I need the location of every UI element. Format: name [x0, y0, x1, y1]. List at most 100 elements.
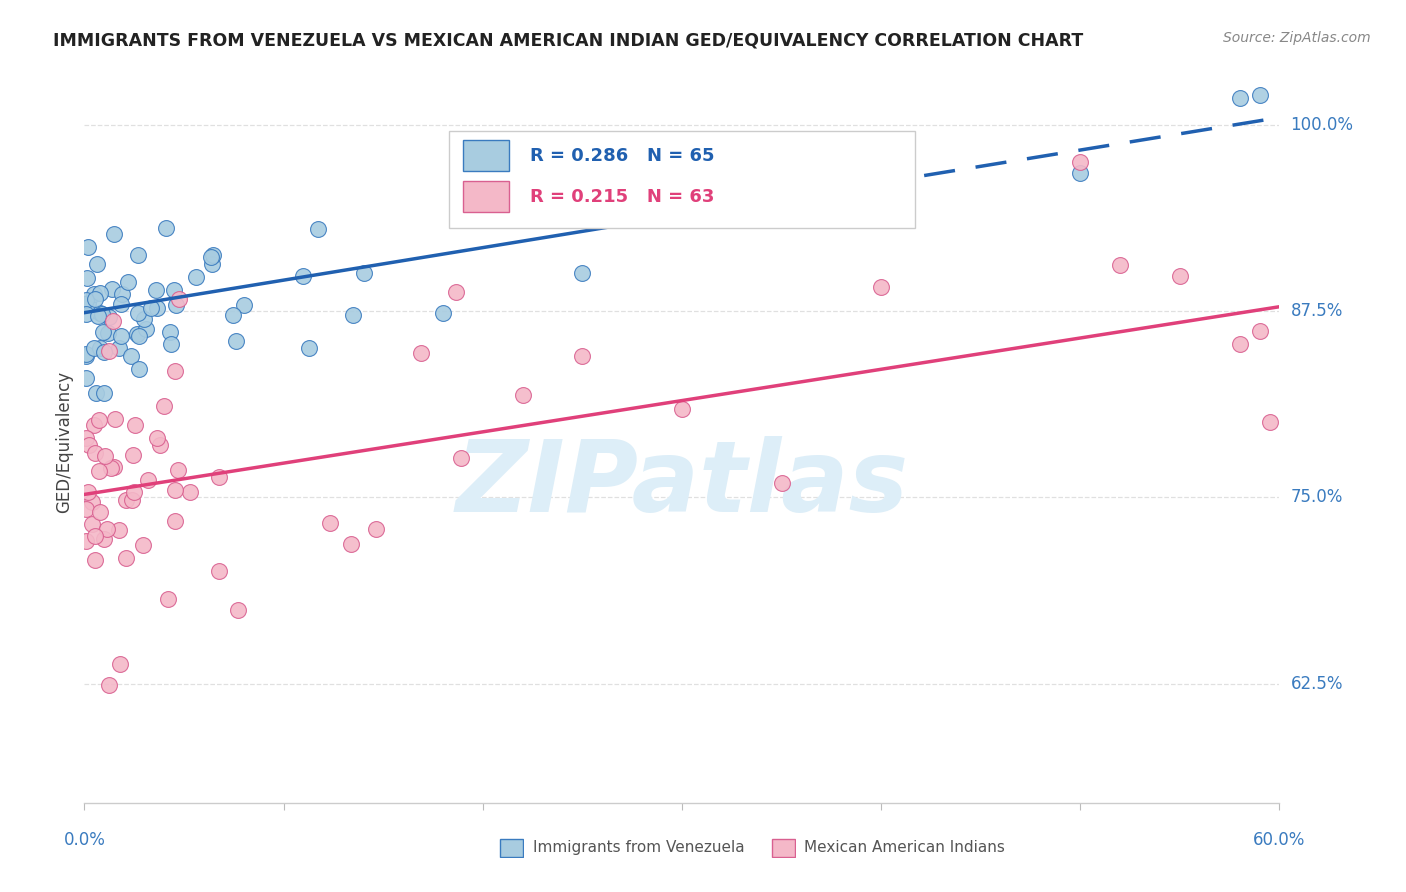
- Point: [671, 402, 693, 417]
- Point: [83, 287, 105, 301]
- Point: [163, 283, 186, 297]
- Point: [89, 306, 111, 320]
- Point: [120, 349, 142, 363]
- Point: [127, 248, 149, 262]
- Point: [80, 516, 103, 531]
- Point: [89, 505, 111, 519]
- Point: [432, 306, 454, 320]
- Point: [1109, 258, 1132, 272]
- Point: [146, 431, 169, 445]
- Point: [208, 564, 231, 578]
- Point: [184, 269, 207, 284]
- Point: [512, 387, 534, 401]
- Point: [1069, 155, 1091, 169]
- Point: [96, 522, 118, 536]
- Point: [153, 399, 176, 413]
- Point: [200, 250, 222, 264]
- Point: [110, 297, 132, 311]
- Point: [307, 222, 329, 236]
- Point: [75, 293, 97, 307]
- Point: [145, 283, 167, 297]
- Point: [75, 349, 97, 363]
- Point: [179, 484, 201, 499]
- Point: [364, 522, 387, 536]
- Point: [101, 314, 124, 328]
- FancyBboxPatch shape: [463, 181, 509, 211]
- Point: [83, 418, 105, 433]
- Point: [163, 364, 186, 378]
- Point: [97, 678, 120, 692]
- Point: [77, 438, 100, 452]
- Point: [163, 483, 186, 497]
- Point: [131, 538, 153, 552]
- Point: [89, 464, 111, 478]
- Point: [83, 446, 105, 460]
- Point: [83, 529, 105, 543]
- Point: [103, 459, 125, 474]
- Point: [292, 268, 315, 283]
- Text: 0.0%: 0.0%: [63, 830, 105, 848]
- Point: [155, 221, 177, 235]
- Point: [141, 301, 163, 315]
- Point: [100, 282, 122, 296]
- Point: [77, 239, 100, 253]
- Point: [128, 362, 150, 376]
- Point: [1229, 91, 1251, 105]
- Point: [571, 266, 593, 280]
- Point: [222, 308, 245, 322]
- Point: [1069, 166, 1091, 180]
- Point: [122, 485, 145, 500]
- Point: [149, 438, 172, 452]
- Point: [135, 322, 157, 336]
- Point: [770, 476, 793, 491]
- Point: [145, 301, 167, 315]
- FancyBboxPatch shape: [449, 131, 915, 228]
- Point: [97, 326, 120, 340]
- Point: [75, 371, 97, 385]
- Point: [226, 603, 249, 617]
- Point: [83, 552, 105, 566]
- Point: [111, 287, 134, 301]
- Point: [571, 349, 593, 363]
- Point: [91, 325, 114, 339]
- Point: [128, 329, 150, 343]
- Point: [202, 247, 225, 261]
- Text: 87.5%: 87.5%: [1291, 302, 1343, 320]
- Point: [110, 657, 132, 671]
- Point: [94, 449, 117, 463]
- Point: [91, 307, 114, 321]
- Point: [340, 537, 363, 551]
- Point: [93, 345, 115, 359]
- Point: [444, 285, 467, 299]
- Point: [117, 275, 139, 289]
- Point: [115, 492, 138, 507]
- Point: [125, 327, 148, 342]
- Point: [75, 431, 97, 445]
- Point: [93, 386, 115, 401]
- Point: [201, 257, 224, 271]
- Point: [75, 347, 97, 361]
- Point: [98, 344, 121, 359]
- FancyBboxPatch shape: [463, 140, 509, 170]
- Point: [411, 345, 433, 359]
- Text: Source: ZipAtlas.com: Source: ZipAtlas.com: [1223, 31, 1371, 45]
- Point: [121, 492, 143, 507]
- Point: [93, 532, 115, 546]
- Point: [342, 309, 364, 323]
- Point: [298, 341, 321, 355]
- Text: 62.5%: 62.5%: [1291, 674, 1343, 692]
- Point: [353, 266, 375, 280]
- Point: [165, 298, 187, 312]
- Point: [76, 295, 98, 310]
- Point: [87, 413, 110, 427]
- Point: [159, 325, 181, 339]
- Point: [471, 192, 494, 206]
- Point: [76, 271, 98, 285]
- Point: [1258, 415, 1281, 429]
- Text: R = 0.215   N = 63: R = 0.215 N = 63: [530, 188, 714, 206]
- Point: [80, 495, 103, 509]
- Point: [138, 473, 160, 487]
- Text: Immigrants from Venezuela: Immigrants from Venezuela: [533, 840, 745, 855]
- Point: [87, 309, 110, 323]
- Text: ZIPatlas: ZIPatlas: [456, 436, 908, 533]
